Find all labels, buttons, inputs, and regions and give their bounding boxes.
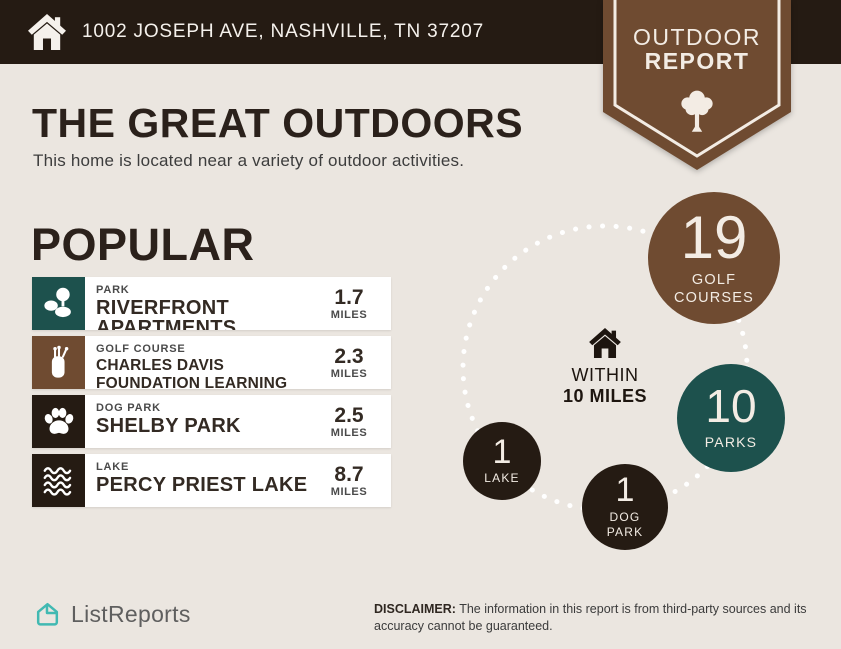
item-category: PARK (96, 284, 130, 296)
page-title: THE GREAT OUTDOORS (32, 100, 524, 146)
property-address: 1002 JOSEPH AVE, NASHVILLE, TN 37207 (82, 21, 484, 42)
home-icon (28, 14, 66, 50)
paw-icon (32, 395, 85, 448)
item-category: LAKE (96, 461, 130, 473)
distance-unit: MILES (330, 485, 368, 498)
popular-heading: POPULAR (31, 219, 255, 270)
disclaimer-label: DISCLAIMER: (374, 602, 456, 616)
listreports-logo-icon (36, 602, 59, 626)
disclaimer-text: The information in this report is from t… (374, 602, 807, 633)
item-distance: 2.5 MILES (313, 395, 391, 448)
listreports-logo: ListReports (33, 600, 191, 629)
waves-icon (32, 454, 85, 507)
radius-text: 10 MILES (562, 386, 648, 406)
list-item-park: PARK RIVERFRONT APARTMENTS 1.7 MILES (32, 277, 391, 330)
item-name: CHARLES DAVIS FOUNDATION LEARNING CENTER (96, 357, 288, 389)
item-name: RIVERFRONT APARTMENTS (96, 297, 237, 330)
disclaimer: DISCLAIMER: The information in this repo… (374, 601, 826, 635)
item-name: SHELBY PARK (96, 415, 241, 437)
dog-park-label: DOG PARK (606, 509, 644, 539)
parks-count: 10 (705, 379, 757, 432)
list-item-lake: LAKE PERCY PRIEST LAKE 8.7 MILES (32, 454, 391, 507)
brand-name: ListReports (71, 601, 191, 627)
stat-golf-courses: 19 GOLF COURSES (648, 192, 780, 324)
stat-lake: 1 LAKE (463, 422, 541, 500)
list-item-dog-park: DOG PARK SHELBY PARK 2.5 MILES (32, 395, 391, 448)
parks-label: PARKS (704, 433, 758, 450)
page-subtitle: This home is located near a variety of o… (33, 151, 465, 170)
golf-courses-label: GOLF COURSES (673, 271, 755, 306)
stat-parks: 10 PARKS (677, 364, 785, 472)
popular-list: PARK RIVERFRONT APARTMENTS 1.7 MILES (32, 277, 391, 513)
item-distance: 2.3 MILES (313, 336, 391, 389)
item-distance: 8.7 MILES (313, 454, 391, 507)
distance-unit: MILES (330, 367, 368, 380)
park-icon (32, 277, 85, 330)
tree-icon (681, 90, 713, 132)
badge-title-line1: OUTDOOR (632, 24, 762, 50)
item-category: GOLF COURSE (96, 343, 186, 355)
within-radius-label: WITHIN 10 MILES (545, 328, 665, 407)
outdoor-report-badge: OUTDOOR REPORT (603, 0, 791, 180)
item-name: PERCY PRIEST LAKE (96, 474, 308, 496)
item-distance: 1.7 MILES (313, 277, 391, 330)
badge-shape (603, 0, 791, 170)
distance-value: 8.7 (334, 462, 364, 486)
home-icon (589, 328, 621, 358)
distance-value: 1.7 (334, 285, 364, 309)
dog-park-count: 1 (615, 471, 635, 510)
lake-count: 1 (492, 432, 512, 471)
lake-label: LAKE (484, 471, 520, 486)
distance-unit: MILES (330, 426, 368, 439)
golf-bag-icon (32, 336, 85, 389)
distance-unit: MILES (330, 308, 368, 321)
golf-courses-count: 19 (680, 203, 748, 271)
badge-title-line2: REPORT (644, 48, 750, 74)
distance-value: 2.5 (334, 403, 364, 427)
stat-dog-park: 1 DOG PARK (582, 464, 668, 550)
within-text: WITHIN (571, 365, 639, 385)
distance-value: 2.3 (334, 344, 364, 368)
item-category: DOG PARK (96, 402, 161, 414)
list-item-golf-course: GOLF COURSE CHARLES DAVIS FOUNDATION LEA… (32, 336, 391, 389)
